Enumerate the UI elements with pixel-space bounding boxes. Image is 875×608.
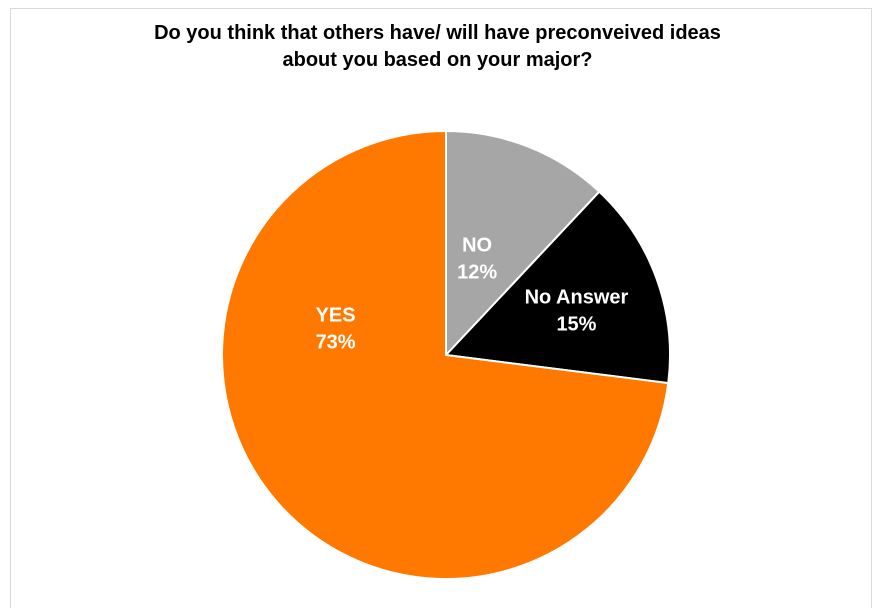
pie-percent-yes: 73% <box>316 331 356 353</box>
pie-slice-yes <box>221 129 670 580</box>
pie-percent-no: 12% <box>457 261 497 283</box>
chart-title-line-2: about you based on your major? <box>282 49 593 71</box>
pie-labels: NO 12% No Answer 15% YES 73% <box>316 234 629 353</box>
pie-slice-no <box>445 129 601 358</box>
pie-slices <box>221 129 671 580</box>
pie-label-no-answer: No Answer <box>525 286 629 308</box>
chart-title-line-1: Do you think that others have/ will have… <box>154 22 721 44</box>
pie-label-no: NO <box>462 234 492 256</box>
pie-percent-no-answer: 15% <box>556 313 596 335</box>
pie-label-yes: YES <box>316 304 356 326</box>
pie-slice-no-answer <box>443 190 671 385</box>
chart-title: Do you think that others have/ will have… <box>0 20 875 74</box>
